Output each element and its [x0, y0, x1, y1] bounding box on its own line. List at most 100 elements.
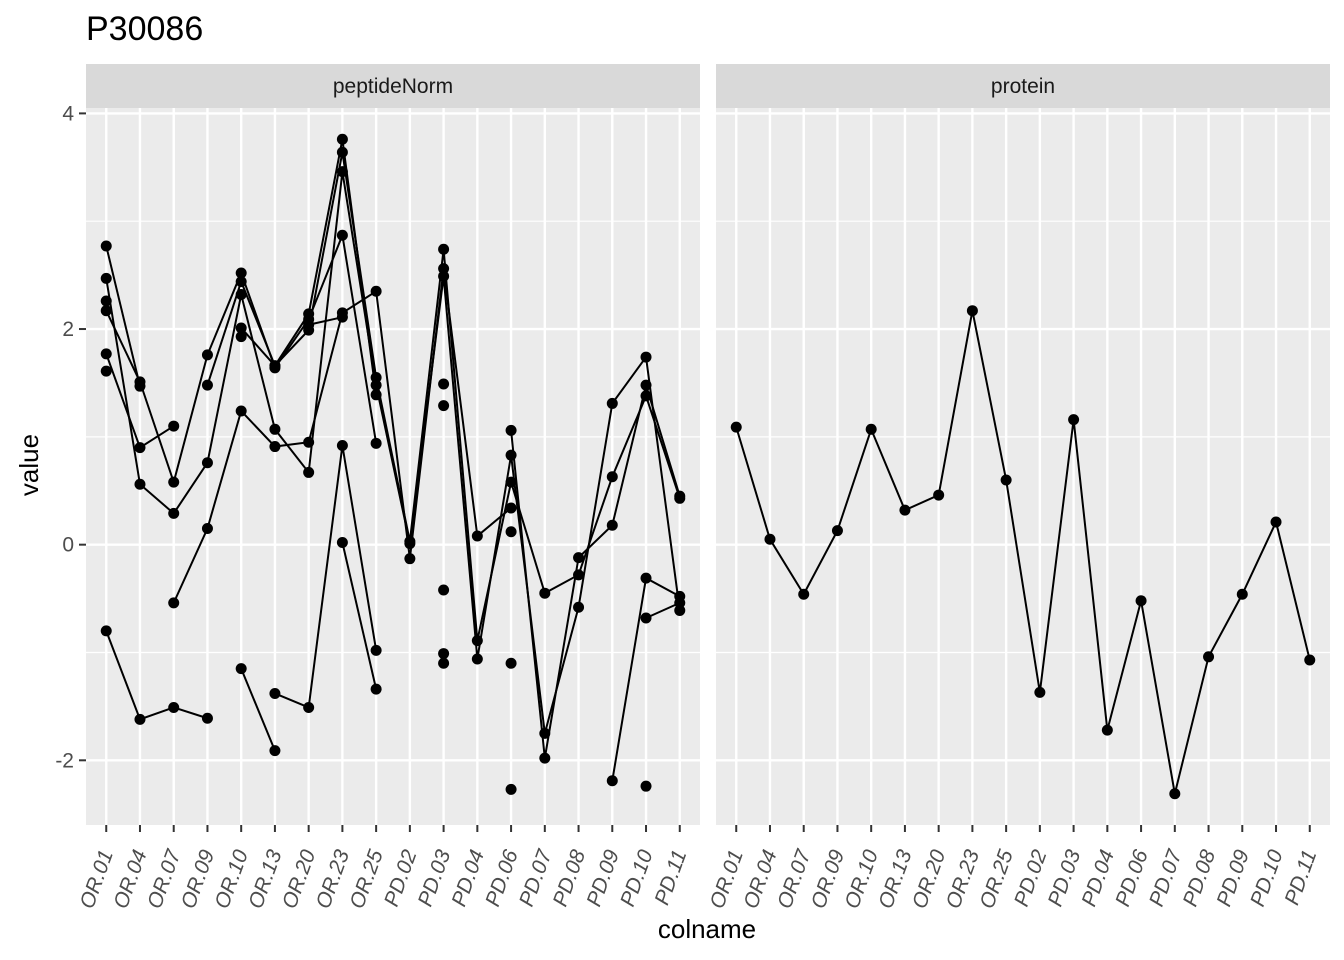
data-point	[168, 597, 180, 609]
data-point	[303, 701, 315, 713]
data-point	[100, 348, 112, 360]
series-line	[105, 171, 681, 734]
data-point	[235, 405, 247, 417]
data-point	[505, 476, 517, 488]
data-point	[640, 612, 652, 624]
data-point	[539, 587, 551, 599]
data-point	[134, 442, 146, 454]
data-point	[438, 378, 450, 390]
data-point	[235, 663, 247, 675]
series-line	[105, 245, 141, 387]
y-tick-label: 2	[62, 318, 74, 341]
data-point	[100, 625, 112, 637]
x-axis-label: colname	[658, 914, 756, 944]
data-point	[438, 584, 450, 596]
data-point	[505, 502, 517, 514]
data-point	[269, 687, 281, 699]
data-point	[539, 727, 551, 739]
data-point	[235, 331, 247, 343]
data-point	[1068, 414, 1080, 426]
panel-background	[716, 108, 1330, 825]
data-point	[303, 436, 315, 448]
data-point	[471, 530, 483, 542]
data-point	[505, 449, 517, 461]
data-point	[303, 308, 315, 320]
y-axis-label: value	[14, 434, 44, 496]
data-point	[370, 285, 382, 297]
data-point	[100, 365, 112, 377]
data-point	[168, 701, 180, 713]
data-point	[730, 421, 742, 433]
chart-title: P30086	[86, 10, 203, 48]
data-point	[438, 263, 450, 275]
data-point	[1270, 516, 1282, 528]
y-tick-label: 0	[62, 534, 74, 557]
data-point	[865, 423, 877, 435]
data-point	[674, 490, 686, 502]
series-line	[105, 630, 208, 721]
facet-panel-protein: proteinOR.01OR.04OR.07OR.09OR.10OR.13OR.…	[706, 64, 1330, 912]
data-point	[831, 525, 843, 537]
data-point	[674, 604, 686, 616]
data-point	[370, 644, 382, 656]
data-point	[539, 752, 551, 764]
data-point	[269, 423, 281, 435]
data-point	[1203, 651, 1215, 663]
data-point	[1000, 474, 1012, 486]
data-point	[640, 780, 652, 792]
data-point	[370, 379, 382, 391]
data-point	[606, 471, 618, 483]
data-point	[573, 601, 585, 613]
data-point	[303, 319, 315, 331]
data-point	[201, 522, 213, 534]
data-point	[798, 588, 810, 600]
data-point	[336, 166, 348, 178]
data-point	[505, 526, 517, 538]
facet-panels: peptideNormOR.01OR.04OR.07OR.09OR.10OR.1…	[55, 64, 1330, 912]
data-point	[640, 351, 652, 363]
data-point	[1304, 654, 1316, 666]
data-point	[336, 146, 348, 158]
facet-strip	[716, 64, 1330, 108]
data-point	[168, 420, 180, 432]
data-point	[100, 295, 112, 307]
series-line	[274, 445, 378, 709]
data-point	[764, 533, 776, 545]
series-line	[510, 381, 681, 759]
series-line	[240, 668, 276, 751]
data-point	[201, 349, 213, 361]
data-point	[303, 466, 315, 478]
data-point	[370, 389, 382, 401]
data-point	[336, 439, 348, 451]
data-point	[1236, 588, 1248, 600]
data-point	[404, 553, 416, 565]
data-point	[134, 478, 146, 490]
data-point	[100, 272, 112, 284]
data-point	[201, 712, 213, 724]
series-line	[341, 542, 378, 690]
series-line	[735, 310, 1311, 794]
series-line	[645, 601, 681, 619]
data-point	[336, 311, 348, 323]
data-point	[471, 653, 483, 665]
data-point	[640, 379, 652, 391]
data-point	[438, 243, 450, 255]
data-point	[336, 229, 348, 241]
data-point	[1169, 788, 1181, 800]
data-point	[899, 504, 911, 516]
data-point	[438, 657, 450, 669]
data-point	[438, 648, 450, 660]
data-point	[573, 569, 585, 581]
data-point	[235, 289, 247, 301]
data-point	[505, 424, 517, 436]
data-point	[640, 572, 652, 584]
data-point	[269, 360, 281, 372]
data-point	[370, 372, 382, 384]
series-line	[308, 316, 343, 326]
data-point	[336, 537, 348, 549]
data-point	[100, 305, 112, 317]
data-point	[1101, 724, 1113, 736]
data-point	[933, 489, 945, 501]
data-point	[269, 745, 281, 757]
data-point	[573, 552, 585, 564]
